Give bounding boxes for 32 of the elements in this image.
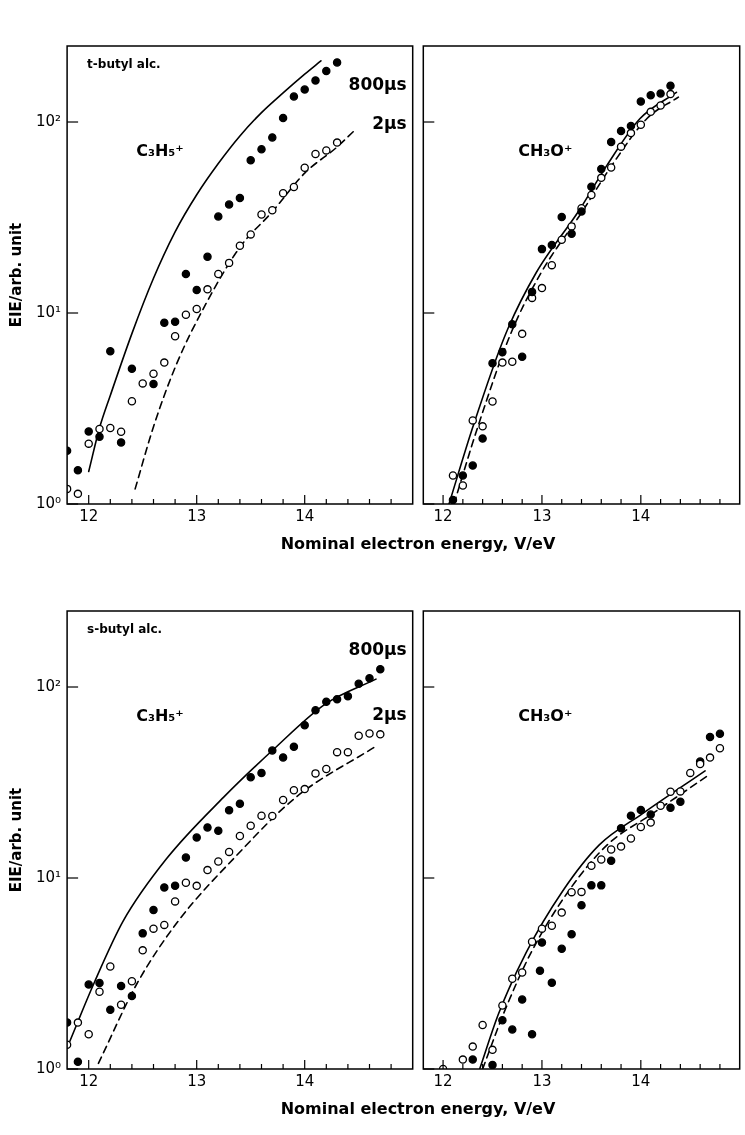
annotation: CH₃O⁺ (518, 140, 573, 160)
y-tick-label: 10⁰ (35, 493, 62, 512)
annotation: C₃H₅⁺ (136, 140, 184, 160)
x-tick-label: 12 (433, 1071, 453, 1090)
series-label: 2μs (372, 112, 407, 133)
annotation: CH₃O⁺ (518, 705, 573, 725)
x-axis-title: Nominal electron energy, V/eV (279, 534, 557, 553)
x-tick-label: 13 (187, 1071, 207, 1090)
annotation: C₃H₅⁺ (136, 705, 184, 725)
annotation: t-butyl alc. (87, 57, 161, 71)
annotation: s-butyl alc. (87, 622, 163, 636)
y-axis-title: EIE/arb. unit (6, 787, 25, 893)
x-tick-label: 14 (295, 506, 315, 525)
x-tick-label: 12 (433, 506, 453, 525)
x-tick-label: 13 (532, 506, 552, 525)
x-tick-label: 13 (532, 1071, 552, 1090)
x-tick-label: 14 (631, 1071, 651, 1090)
x-tick-label: 13 (187, 506, 207, 525)
x-tick-label: 14 (631, 506, 651, 525)
series-label: 800μs (348, 74, 407, 95)
x-tick-label: 14 (295, 1071, 315, 1090)
y-axis-title: EIE/arb. unit (6, 222, 25, 328)
x-axis-title: Nominal electron energy, V/eV (279, 1099, 557, 1118)
y-tick-label: 10² (35, 111, 62, 130)
series-label: 2μs (372, 704, 407, 725)
y-tick-label: 10¹ (35, 302, 62, 321)
y-tick-label: 10¹ (35, 867, 62, 886)
y-tick-label: 10⁰ (35, 1058, 62, 1077)
y-tick-label: 10² (35, 676, 62, 695)
series-label: 800μs (348, 639, 407, 660)
x-tick-label: 12 (79, 506, 99, 525)
x-tick-label: 12 (79, 1071, 99, 1090)
